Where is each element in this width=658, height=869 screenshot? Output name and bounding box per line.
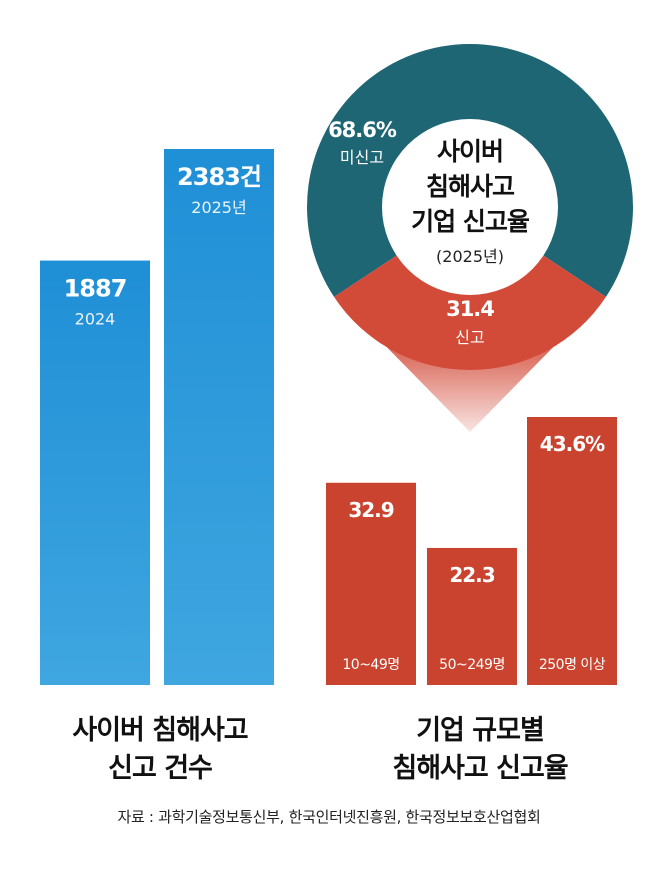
right-caption-line-1: 기업 규모별 — [416, 715, 545, 746]
count-bar-value-label: 2383건 — [177, 163, 261, 191]
source-note: 자료 : 과학기술정보통신부, 한국인터넷진흥원, 한국정보보호산업협회 — [117, 808, 541, 826]
count-bar-year-label: 2025년 — [191, 198, 246, 217]
count-bar-value-label: 1887 — [64, 275, 127, 303]
donut-unreported-value: 68.6% — [328, 118, 397, 142]
size-bar-category-label: 50~249명 — [439, 657, 505, 673]
size-bar-value-label: 43.6% — [540, 432, 605, 456]
donut-reported-value: 31.4 — [446, 297, 494, 321]
report-count-bar-chart: 1887 2024 2383건 2025년 — [40, 149, 274, 685]
size-bar-3 — [527, 417, 617, 685]
count-bar-2025년 — [164, 149, 274, 685]
size-bar-category-label: 10~49명 — [342, 657, 399, 673]
left-caption-line-1: 사이버 침해사고 — [72, 715, 248, 746]
count-bar-year-label: 2024 — [75, 310, 116, 329]
donut-title-line-2: 침해사고 — [426, 172, 515, 201]
donut-title-line-1: 사이버 — [437, 137, 503, 166]
size-bar-category-label: 250명 이상 — [539, 657, 606, 673]
left-caption-line-2: 신고 건수 — [108, 753, 213, 784]
size-bar-value-label: 32.9 — [348, 498, 393, 522]
size-bar-value-label: 22.3 — [449, 563, 494, 587]
donut-title-year: (2025년) — [436, 247, 504, 266]
donut-reported-label: 신고 — [455, 328, 484, 347]
left-chart-caption: 사이버 침해사고 신고 건수 — [40, 712, 280, 788]
size-bar-2 — [427, 547, 517, 685]
donut-unreported-label: 미신고 — [340, 148, 384, 167]
size-bar-1 — [326, 482, 416, 685]
right-caption-line-2: 침해사고 신고율 — [392, 753, 568, 784]
donut-center-hole — [382, 119, 558, 295]
count-bar-2024 — [40, 260, 150, 685]
right-chart-caption: 기업 규모별 침해사고 신고율 — [320, 712, 640, 788]
size-rate-bar-chart: 32.9 10~49명 22.3 50~249명 43.6% 250명 이상 — [326, 417, 617, 685]
donut-title-line-3: 기업 신고율 — [411, 207, 530, 236]
